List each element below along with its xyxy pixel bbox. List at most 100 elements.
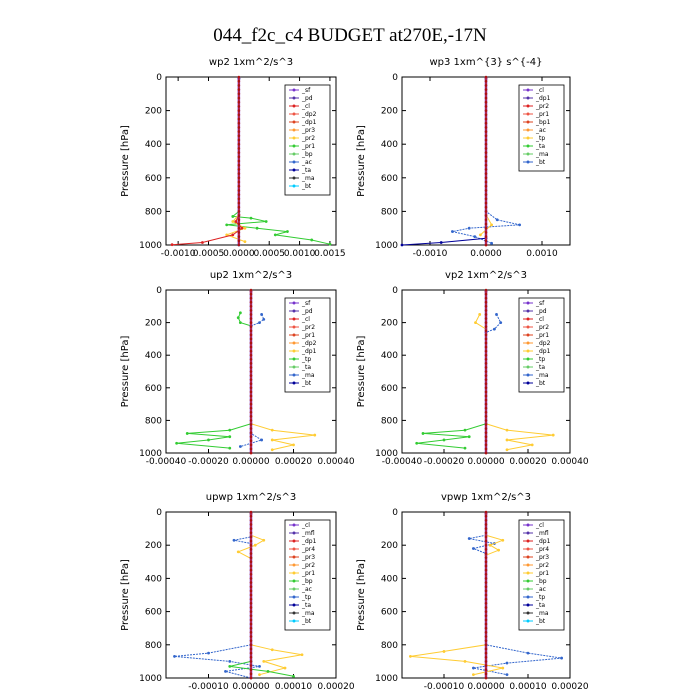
zero-profile-marker xyxy=(484,635,488,638)
data-point xyxy=(231,233,235,237)
data-point xyxy=(400,243,404,247)
legend-label: _bt xyxy=(301,618,312,625)
zero-profile-marker xyxy=(484,75,488,79)
zero-profile-marker xyxy=(484,79,488,83)
zero-profile-marker xyxy=(237,84,241,87)
legend-marker xyxy=(526,531,530,535)
zero-profile-marker xyxy=(249,341,253,345)
legend-marker xyxy=(292,531,296,535)
y-tick-label: 200 xyxy=(145,319,162,329)
y-axis-label: Pressure [hPa] xyxy=(120,336,131,408)
zero-profile-marker xyxy=(249,531,253,535)
y-tick-label: 600 xyxy=(381,384,398,394)
legend-marker xyxy=(526,120,530,124)
data-point xyxy=(264,220,268,223)
panel-title: vp2 1xm^2/s^3 xyxy=(445,270,527,281)
x-tick-label: -0.00020 xyxy=(424,457,465,467)
panel-title: wp2 1xm^2/s^3 xyxy=(209,57,293,68)
data-point xyxy=(225,223,229,227)
zero-profile-marker xyxy=(249,539,253,543)
panel-title: upwp 1xm^2/s^3 xyxy=(206,492,296,503)
data-point xyxy=(207,651,210,655)
y-tick-label: 400 xyxy=(381,351,398,361)
zero-profile-marker xyxy=(484,362,488,365)
legend-box xyxy=(518,84,565,172)
data-point xyxy=(473,235,477,239)
y-tick-label: 600 xyxy=(145,384,162,394)
zero-profile-marker xyxy=(237,79,241,83)
zero-profile-marker xyxy=(249,305,253,308)
zero-profile-marker xyxy=(249,543,253,547)
legend-marker xyxy=(526,160,530,164)
zero-profile-marker xyxy=(484,572,488,576)
legend-marker xyxy=(292,563,296,567)
x-tick-label: 0.00000 xyxy=(232,682,269,692)
legend-marker xyxy=(526,547,530,551)
legend-label: _cl xyxy=(535,522,544,529)
zero-profile-marker xyxy=(484,333,488,337)
zero-profile-marker xyxy=(484,552,488,555)
zero-profile-marker xyxy=(249,325,253,328)
data-point xyxy=(258,664,261,668)
zero-profile-marker xyxy=(484,159,488,163)
data-point xyxy=(472,673,475,677)
zero-profile-marker xyxy=(484,564,488,568)
data-point xyxy=(472,666,475,670)
zero-profile-marker xyxy=(484,660,488,663)
y-tick-label: 1000 xyxy=(139,449,162,459)
y-tick-label: 0 xyxy=(156,286,162,296)
zero-profile-marker xyxy=(249,439,253,443)
series-line-pr1 xyxy=(416,291,487,449)
zero-profile-marker xyxy=(249,292,253,296)
zero-profile-marker xyxy=(484,614,488,618)
zero-profile-marker xyxy=(484,374,488,377)
legend-label: _cl xyxy=(535,87,544,94)
zero-profile-marker xyxy=(237,184,241,188)
zero-profile-marker xyxy=(484,415,488,418)
zero-profile-marker xyxy=(484,535,488,539)
data-point xyxy=(283,666,287,670)
zero-profile-marker xyxy=(484,300,488,304)
legend-marker xyxy=(526,333,530,337)
legend-marker xyxy=(292,128,296,132)
data-point xyxy=(442,438,446,442)
zero-profile-marker xyxy=(237,121,241,125)
legend-label: _cl xyxy=(301,316,310,323)
zero-profile-marker xyxy=(237,147,241,150)
zero-profile-marker xyxy=(484,622,488,626)
legend-marker xyxy=(292,619,296,623)
data-point xyxy=(270,438,274,442)
zero-profile-marker xyxy=(484,451,488,455)
zero-profile-marker xyxy=(484,163,488,167)
legend-marker xyxy=(292,587,296,591)
zero-profile-marker xyxy=(249,643,253,647)
data-point xyxy=(170,243,174,247)
zero-profile-marker xyxy=(249,668,253,671)
data-point xyxy=(228,446,232,450)
data-point xyxy=(451,230,454,233)
legend-marker xyxy=(292,88,296,92)
legend-label: _mfl xyxy=(535,530,549,537)
data-point xyxy=(505,661,509,665)
zero-profile-marker xyxy=(237,126,241,129)
legend-label: _bt xyxy=(535,618,546,625)
zero-profile-marker xyxy=(237,197,241,201)
zero-profile-marker xyxy=(484,88,488,91)
legend-marker xyxy=(526,563,530,567)
x-tick-label: 0.00000 xyxy=(232,457,269,467)
zero-profile-marker xyxy=(484,651,488,655)
legend-marker xyxy=(526,603,530,607)
zero-profile-marker xyxy=(484,341,488,345)
legend-label: _cl xyxy=(301,103,310,110)
legend-label: _bt xyxy=(301,183,312,190)
zero-profile-marker xyxy=(484,523,488,526)
zero-profile-marker xyxy=(484,664,488,667)
data-point xyxy=(501,538,505,542)
zero-profile-marker xyxy=(484,96,488,100)
legend-label: _ac xyxy=(301,586,312,593)
data-point xyxy=(225,233,229,237)
zero-profile-marker xyxy=(484,92,488,96)
zero-profile-marker xyxy=(484,353,488,357)
zero-profile-marker xyxy=(484,151,488,154)
zero-profile-marker xyxy=(237,172,241,175)
